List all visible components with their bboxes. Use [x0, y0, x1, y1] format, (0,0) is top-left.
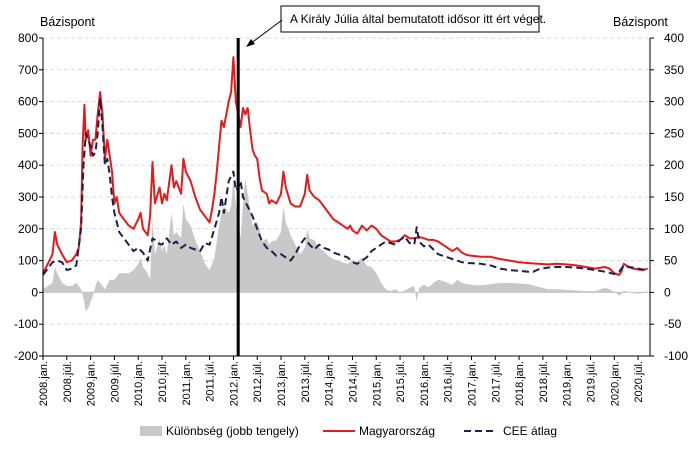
x-tick-label: 2017.júl. [490, 361, 502, 403]
legend-label-difference: Különbség (jobb tengely) [166, 424, 299, 438]
annotation-arrowhead [246, 39, 255, 47]
x-tick-label: 2015.jan. [371, 361, 383, 406]
y-tick-label-right: 300 [664, 95, 684, 109]
left-axis-label: Bázispont [40, 15, 95, 29]
y-tick-label-right: -100 [664, 349, 688, 363]
y-tick-label-left: 200 [18, 222, 38, 236]
x-tick-label: 2010.jan. [133, 361, 145, 406]
annotation-arrow [249, 19, 283, 45]
x-tick-label: 2010.júl. [157, 361, 169, 403]
x-tick-label: 2012.júl. [252, 361, 264, 403]
right-y-axis-ticks: 400 350 300 250 200 150 100 50 0 -50 -100 [664, 31, 688, 363]
x-tick-label: 2018.jan. [514, 361, 526, 406]
y-tick-label-right: 350 [664, 63, 684, 77]
y-tick-label-left: 0 [31, 285, 38, 299]
x-tick-label: 2017.jan. [467, 361, 479, 406]
x-axis-ticks: 2008.jan. 2008.júl. 2009.jan. 2009.júl. 2010… [38, 361, 645, 406]
left-y-axis-ticks: 800 700 600 500 400 300 200 100 0 -100 -200 [14, 31, 38, 363]
x-tick-label: 2013.jan. [276, 361, 288, 406]
annotation-box [280, 5, 540, 33]
x-tick-label: 2020.jan. [609, 361, 621, 406]
annotation-text: A Király Júlia által bemutatott idősor i… [290, 12, 546, 26]
y-tick-label-left: 800 [18, 31, 38, 45]
x-tick-label: 2011.jan. [181, 361, 193, 405]
x-tick-label: 2012.jan. [228, 361, 240, 406]
legend-label-hungary: Magyarország [359, 424, 435, 438]
x-tick-label: 2016.júl. [443, 361, 455, 403]
x-tick-label: 2009.júl. [109, 361, 121, 403]
y-tick-label-right: 50 [664, 254, 678, 268]
x-tick-label: 2020.júl. [633, 361, 645, 403]
y-tick-label-left: -200 [14, 349, 38, 363]
series-line-hungary [42, 56, 648, 276]
x-tick-label: 2013.júl. [300, 361, 312, 403]
x-tick-label: 2019.júl. [586, 361, 598, 403]
series-lines-layer [42, 38, 648, 356]
right-axis-label: Bázispont [613, 15, 668, 29]
y-tick-label-right: 100 [664, 222, 684, 236]
axes [39, 37, 654, 360]
legend-label-cee: CEE átlag [503, 424, 557, 438]
x-tick-label: 2014.jan. [324, 361, 336, 406]
x-tick-label: 2009.jan. [86, 361, 98, 406]
legend-swatch-difference [140, 426, 162, 436]
x-tick-label: 2008.júl. [62, 361, 74, 403]
y-tick-label-left: 300 [18, 190, 38, 204]
series-line-cee [42, 97, 648, 276]
y-tick-label-left: 400 [18, 158, 38, 172]
x-tick-label: 2015.júl. [395, 361, 407, 403]
legend: Különbség (jobb tengely) Magyarország CE… [140, 424, 557, 438]
y-tick-label-right: 150 [664, 190, 684, 204]
x-tick-label: 2011.júl. [205, 361, 217, 402]
y-tick-label-right: 400 [664, 31, 684, 45]
y-tick-label-left: 100 [18, 254, 38, 268]
x-tick-label: 2008.jan. [38, 361, 50, 406]
x-tick-label: 2014.júl. [348, 361, 360, 403]
y-tick-label-left: 600 [18, 95, 38, 109]
y-tick-label-right: -50 [664, 317, 682, 331]
annotation: A Király Júlia által bemutatott idősor i… [246, 5, 546, 47]
y-tick-label-left: -100 [14, 317, 38, 331]
x-tick-label: 2019.jan. [562, 361, 574, 406]
difference-area [43, 177, 648, 312]
y-tick-label-left: 500 [18, 126, 38, 140]
gridlines [43, 37, 650, 357]
x-tick-label: 2018.júl. [538, 361, 550, 403]
y-tick-label-right: 250 [664, 126, 684, 140]
x-tick-label: 2016.jan. [419, 361, 431, 406]
y-tick-label-right: 200 [664, 158, 684, 172]
difference-area-layer [43, 177, 648, 312]
y-tick-label-left: 700 [18, 63, 38, 77]
y-tick-label-right: 0 [664, 285, 671, 299]
